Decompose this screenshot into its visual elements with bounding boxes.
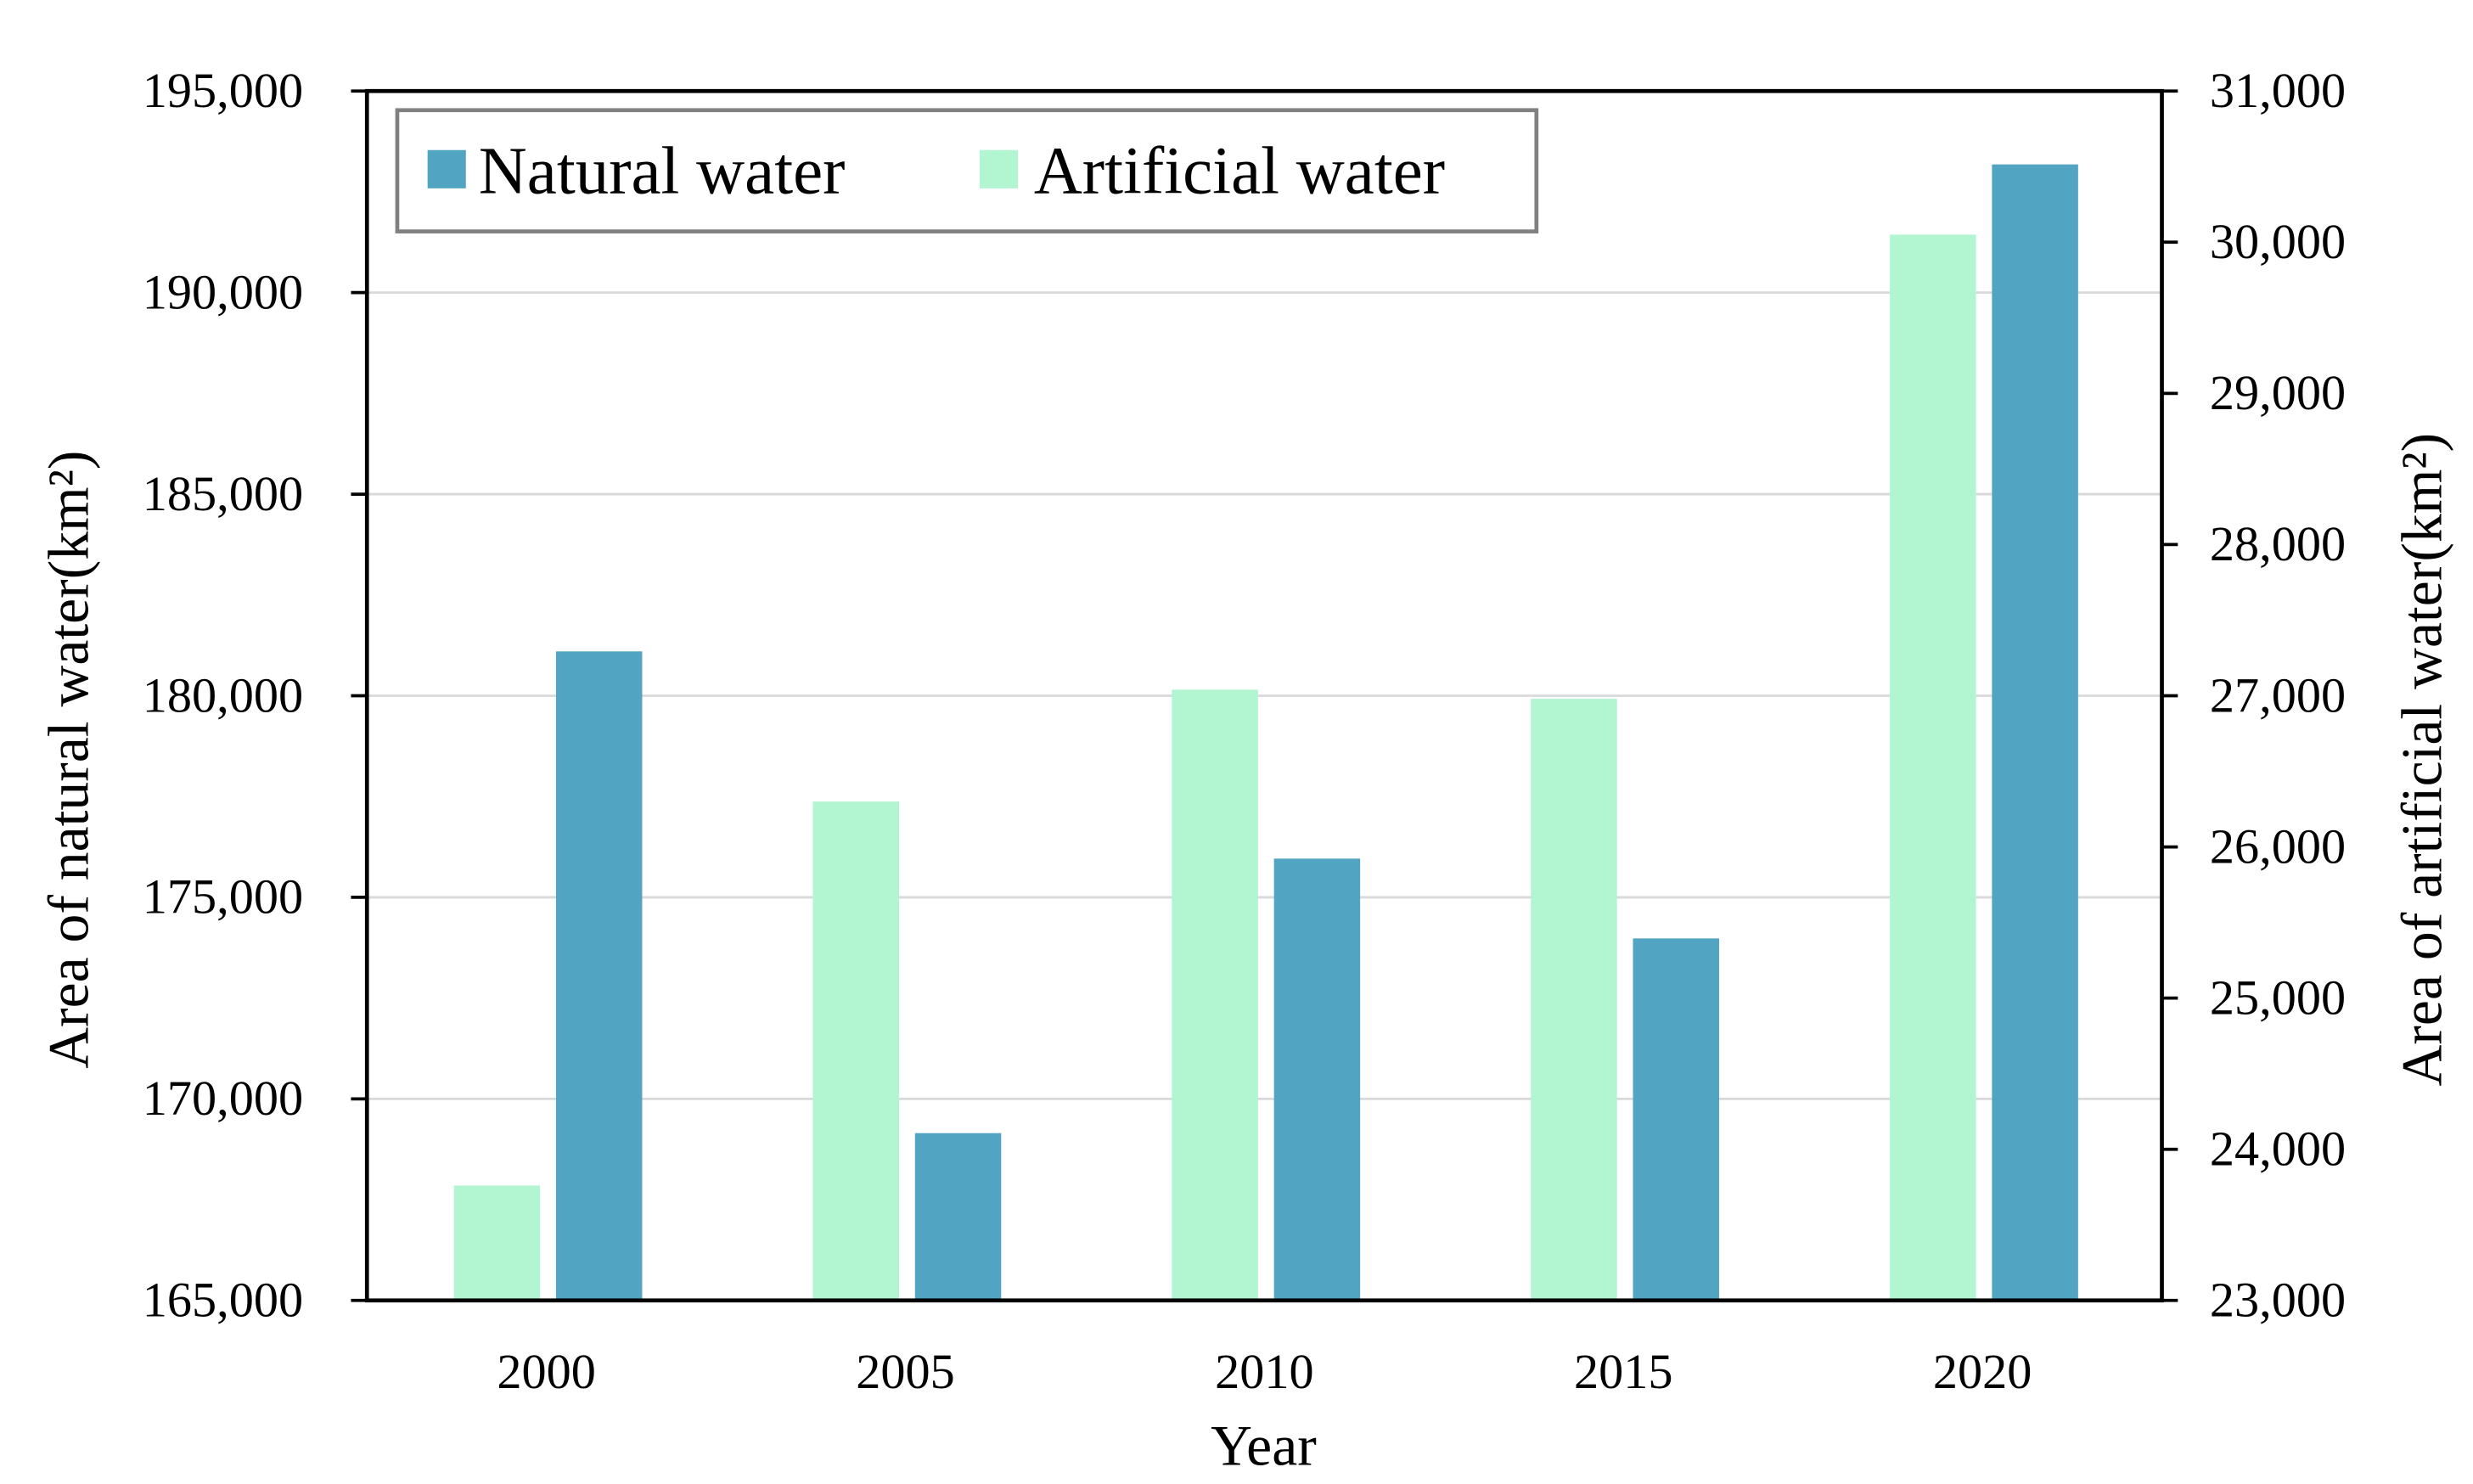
right-y-tick-label: 25,000	[2210, 970, 2346, 1025]
x-tick-label: 2010	[1215, 1344, 1314, 1399]
left-y-tick-label: 185,000	[143, 466, 303, 521]
bar-artificial-2005	[812, 801, 900, 1301]
bar-artificial-2020	[1890, 234, 1976, 1301]
right-y-tick-label: 29,000	[2210, 365, 2346, 420]
right-y-tick-label: 30,000	[2210, 214, 2346, 269]
legend-swatch-natural	[427, 149, 466, 188]
bar-artificial-2015	[1531, 699, 1617, 1301]
bar-artificial-2000	[453, 1185, 541, 1301]
left-y-tick-label: 195,000	[143, 63, 303, 118]
bar-natural-2020	[1992, 164, 2078, 1301]
left-y-ticks: 165,000 170,000 175,000 180,000 185,000 190,0…	[143, 63, 368, 1328]
right-y-tick-label: 28,000	[2210, 516, 2346, 571]
x-ticks: 2000 2005 2010 2015 2020	[497, 1344, 2032, 1399]
bars	[453, 164, 2078, 1301]
x-axis-label: Year	[1211, 1414, 1317, 1477]
right-y-tick-label: 26,000	[2210, 818, 2346, 874]
bar-natural-2010	[1273, 858, 1361, 1301]
left-y-tick-label: 170,000	[143, 1071, 303, 1126]
legend-label-natural: Natural water	[479, 135, 846, 209]
left-y-tick-label: 190,000	[143, 264, 303, 319]
x-tick-label: 2015	[1574, 1344, 1673, 1399]
x-tick-label: 2005	[856, 1344, 955, 1399]
legend-swatch-artificial	[979, 149, 1019, 188]
right-y-axis-label: Area of artificial water(km²)	[2390, 433, 2453, 1087]
right-y-tick-label: 23,000	[2210, 1273, 2346, 1328]
left-y-axis-label: Area of natural water(km²)	[37, 451, 100, 1069]
right-y-tick-label: 27,000	[2210, 667, 2346, 722]
left-y-tick-label: 165,000	[143, 1273, 303, 1328]
x-tick-label: 2000	[497, 1344, 596, 1399]
left-y-tick-label: 180,000	[143, 667, 303, 722]
left-y-tick-label: 175,000	[143, 869, 303, 925]
legend: Natural water Artificial water	[395, 108, 1539, 233]
bar-natural-2015	[1633, 938, 1720, 1301]
bar-natural-2005	[914, 1133, 1002, 1301]
right-y-tick-label: 24,000	[2210, 1121, 2346, 1176]
gridlines	[367, 291, 2162, 1100]
legend-label-artificial: Artificial water	[1034, 135, 1445, 209]
legend-box	[395, 108, 1539, 233]
bar-natural-2000	[555, 651, 643, 1301]
bar-artificial-2010	[1172, 689, 1258, 1301]
right-y-ticks: 23,000 24,000 25,000 26,000 27,000 28,000 29,0…	[2161, 63, 2346, 1328]
x-tick-label: 2020	[1933, 1344, 2032, 1399]
right-y-tick-label: 31,000	[2210, 63, 2346, 118]
